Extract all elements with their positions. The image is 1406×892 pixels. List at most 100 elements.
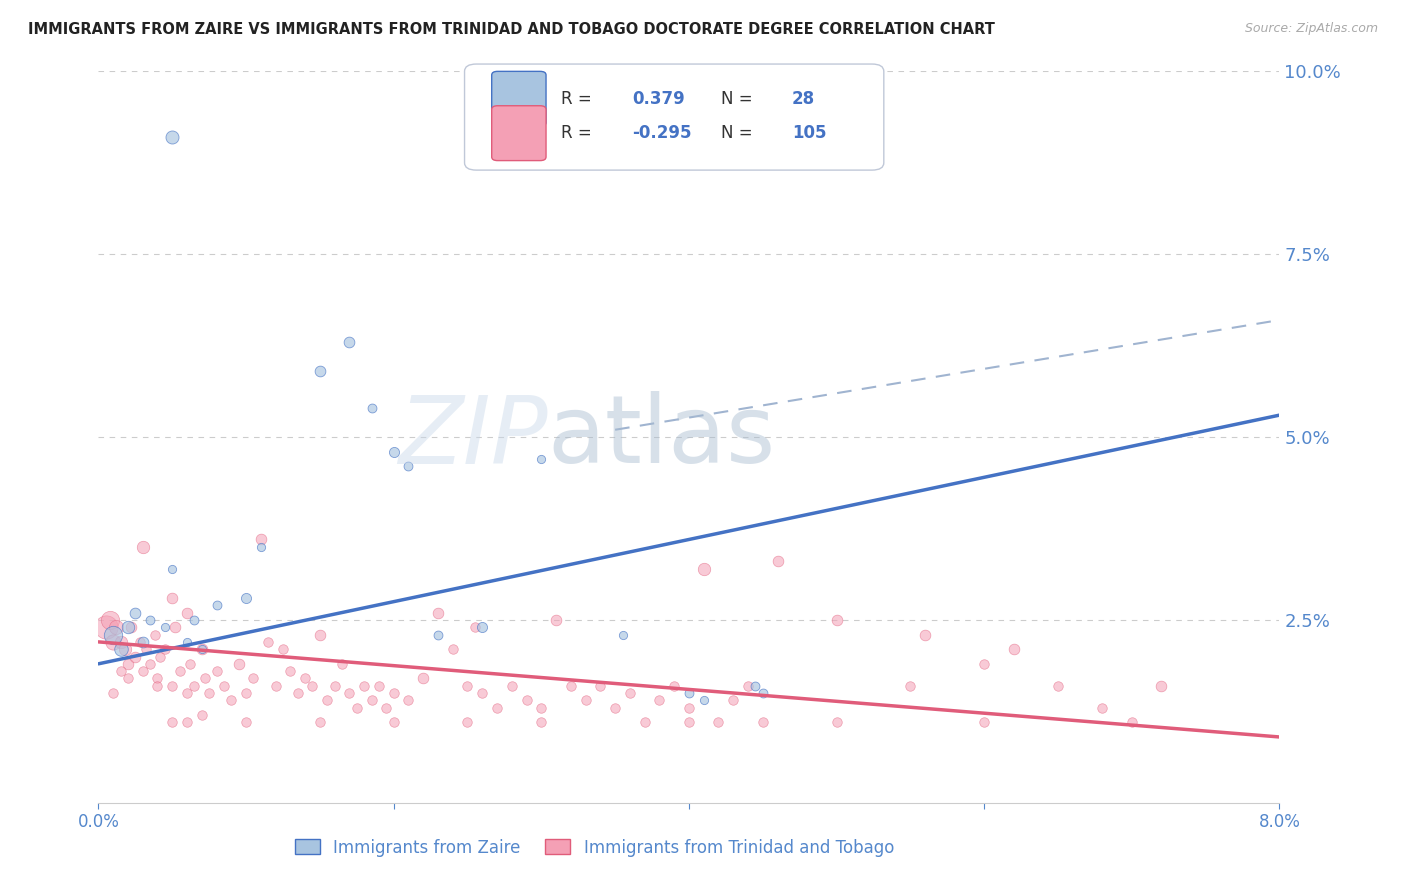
Point: [368, 679, 391, 693]
Point: [605, 700, 627, 714]
Point: [110, 642, 132, 657]
Point: [382, 444, 405, 458]
Point: [117, 657, 139, 671]
Point: [103, 635, 125, 649]
Point: [114, 642, 136, 657]
Text: IMMIGRANTS FROM ZAIRE VS IMMIGRANTS FROM TRINIDAD AND TOBAGO DOCTORATE DEGREE CO: IMMIGRANTS FROM ZAIRE VS IMMIGRANTS FROM…: [28, 22, 995, 37]
Text: N =: N =: [721, 90, 758, 108]
Point: [678, 715, 700, 730]
Point: [375, 700, 398, 714]
Text: Source: ZipAtlas.com: Source: ZipAtlas.com: [1244, 22, 1378, 36]
Point: [250, 533, 273, 547]
Text: R =: R =: [561, 124, 598, 142]
Point: [441, 642, 464, 657]
Point: [205, 664, 228, 678]
FancyBboxPatch shape: [464, 64, 884, 170]
Point: [457, 715, 479, 730]
Point: [323, 679, 346, 693]
Point: [973, 657, 995, 671]
Point: [221, 693, 243, 707]
Point: [914, 627, 936, 641]
Point: [1150, 679, 1173, 693]
Point: [198, 686, 221, 700]
Point: [183, 613, 205, 627]
Point: [212, 679, 235, 693]
Point: [139, 613, 162, 627]
Point: [744, 679, 766, 693]
Point: [353, 679, 375, 693]
Point: [98, 613, 121, 627]
Point: [143, 627, 166, 641]
Point: [501, 679, 523, 693]
Point: [183, 679, 205, 693]
Point: [191, 708, 214, 723]
Point: [427, 606, 450, 620]
Point: [486, 700, 509, 714]
Point: [707, 715, 730, 730]
Point: [471, 620, 494, 634]
Point: [176, 606, 198, 620]
Point: [194, 672, 217, 686]
Text: R =: R =: [561, 90, 598, 108]
Point: [634, 715, 657, 730]
Text: 28: 28: [792, 90, 815, 108]
Point: [235, 686, 257, 700]
Point: [330, 657, 353, 671]
Point: [176, 686, 198, 700]
Point: [575, 693, 598, 707]
Point: [103, 627, 125, 641]
Point: [162, 715, 183, 730]
Point: [678, 686, 700, 700]
Point: [132, 664, 155, 678]
Point: [516, 693, 538, 707]
Point: [309, 715, 332, 730]
Point: [530, 700, 553, 714]
Point: [117, 672, 139, 686]
Point: [146, 672, 169, 686]
Point: [271, 642, 294, 657]
Point: [103, 686, 125, 700]
Text: atlas: atlas: [547, 391, 776, 483]
Point: [135, 642, 157, 657]
Point: [162, 562, 183, 576]
Point: [693, 693, 716, 707]
Point: [169, 664, 191, 678]
Point: [128, 635, 150, 649]
Point: [1046, 679, 1070, 693]
Point: [398, 693, 420, 707]
Point: [664, 679, 686, 693]
Point: [124, 649, 146, 664]
Point: [179, 657, 201, 671]
Point: [235, 715, 257, 730]
Point: [723, 693, 745, 707]
Point: [339, 686, 361, 700]
Point: [360, 401, 382, 415]
Point: [124, 606, 146, 620]
Point: [162, 679, 183, 693]
Point: [250, 540, 273, 554]
Text: 0.379: 0.379: [633, 90, 685, 108]
Point: [382, 686, 405, 700]
Text: 105: 105: [792, 124, 827, 142]
Point: [257, 635, 280, 649]
Point: [900, 679, 922, 693]
Point: [110, 635, 132, 649]
Point: [242, 672, 264, 686]
Point: [132, 540, 155, 554]
Point: [294, 672, 316, 686]
Point: [398, 459, 420, 474]
Text: ZIP: ZIP: [398, 392, 547, 483]
Point: [752, 686, 775, 700]
Point: [752, 715, 775, 730]
Point: [153, 642, 176, 657]
Point: [287, 686, 309, 700]
Point: [264, 679, 287, 693]
Point: [825, 613, 848, 627]
Point: [162, 130, 183, 145]
Point: [316, 693, 339, 707]
Point: [973, 715, 995, 730]
Point: [162, 591, 183, 605]
Point: [301, 679, 323, 693]
Point: [309, 364, 332, 378]
Point: [1121, 715, 1143, 730]
